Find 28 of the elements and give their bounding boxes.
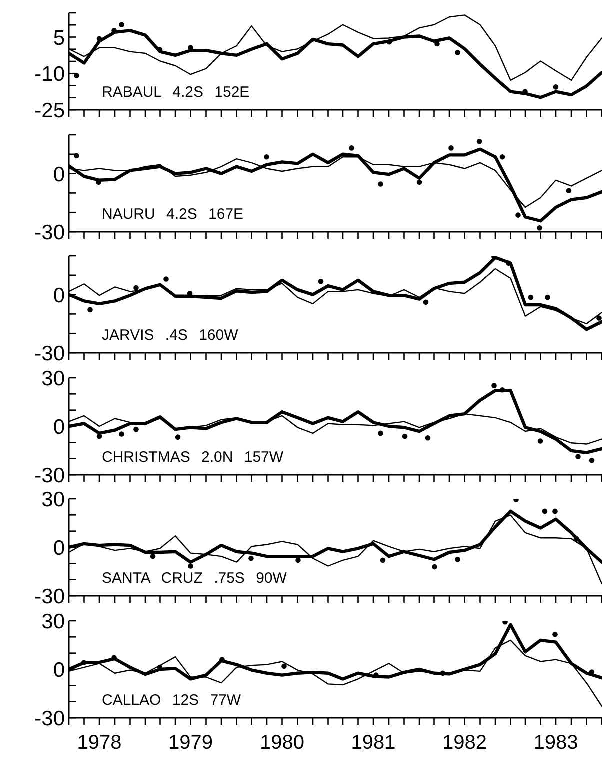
annotation: SANTA CRUZ .75S 90W	[102, 570, 287, 587]
y-tick-label: -30	[34, 707, 65, 730]
annotation: CHRISTMAS 2.0N 157W	[102, 448, 284, 466]
x-tick-label: 1978	[77, 732, 122, 754]
y-tick-label: -25	[34, 100, 65, 123]
y-tick-label: 0	[53, 162, 65, 186]
y-tick-label: 30	[42, 610, 65, 634]
y-tick-label: 0	[53, 284, 65, 308]
y-tick-label: -30	[34, 586, 65, 609]
y-tick-label: 30	[42, 488, 65, 512]
y-tick-label: -10	[34, 63, 65, 86]
y-tick-label: -30	[34, 221, 65, 244]
x-tick-label: 1983	[534, 732, 578, 754]
y-tick-label: 0	[53, 658, 65, 682]
x-tick-label: 1981	[351, 732, 396, 754]
y-tick-label: -30	[34, 464, 65, 488]
y-tick-label: 0	[53, 416, 65, 439]
y-tick-label: 0	[53, 537, 65, 560]
x-tick-label: 1980	[260, 732, 304, 754]
y-tick-label: -30	[34, 342, 65, 366]
annotation: NAURU 4.2S 167E	[102, 206, 244, 222]
x-tick-label: 1979	[168, 732, 213, 754]
annotation: JARVIS .4S 160W	[102, 327, 238, 344]
y-tick-label: 5	[53, 26, 65, 50]
annotation: RABAUL 4.2S 152E	[102, 84, 250, 101]
x-tick-label: 1982	[442, 732, 487, 754]
annotation: CALLAO 12S 77W	[102, 692, 242, 708]
y-tick-label: 30	[42, 367, 65, 390]
